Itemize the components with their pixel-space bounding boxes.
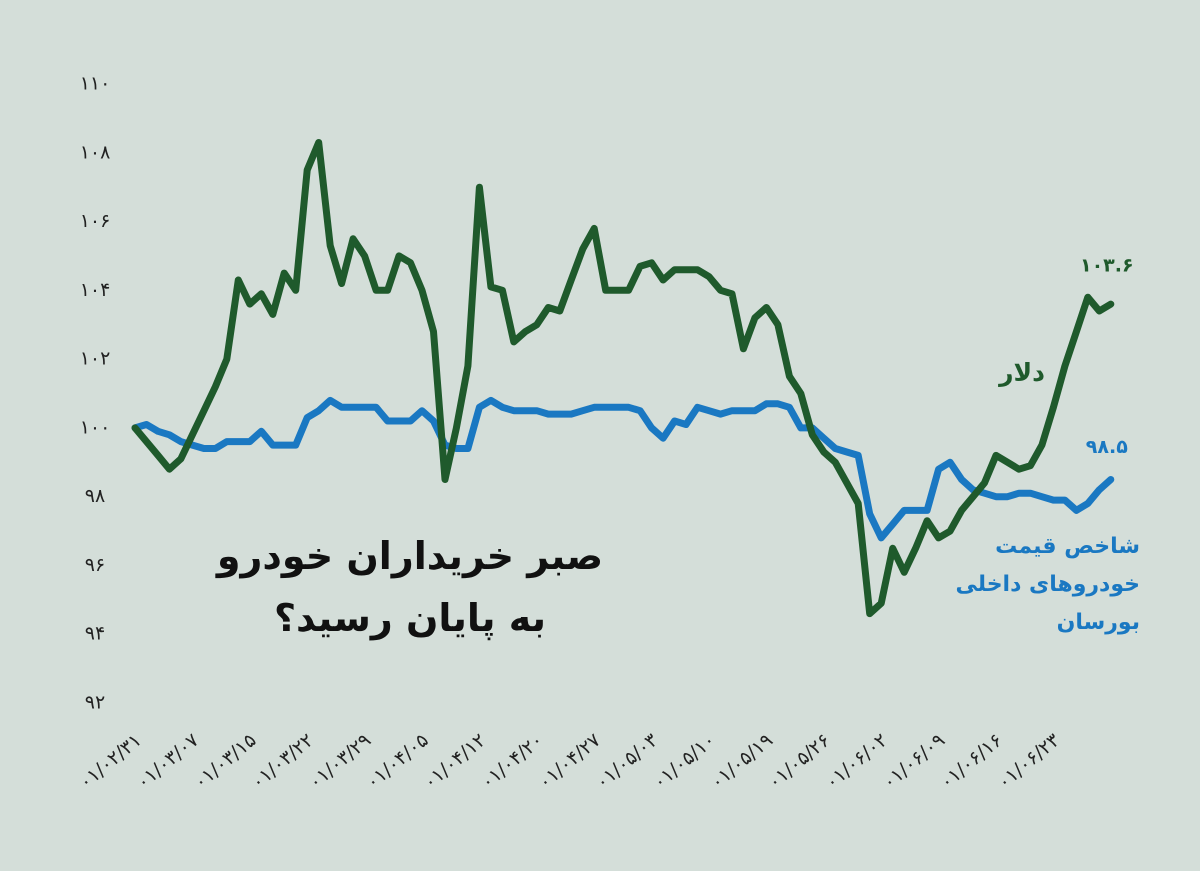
x-tick-label: ۰۱/۰۶/۰۹ <box>878 729 949 793</box>
x-tick-label: ۰۱/۰۶/۰۲ <box>821 729 892 793</box>
value-label: ۹۸.۵ <box>1086 436 1128 458</box>
line <box>131 139 1115 618</box>
value-label: ۱۰۳.۶ <box>1080 255 1134 277</box>
y-tick-label: ۱۱۰ <box>80 73 111 95</box>
y-tick-label: ۱۰۰ <box>80 416 111 438</box>
x-tick-label: ۰۱/۰۵/۲۶ <box>764 729 835 793</box>
y-tick-label: ۹۶ <box>85 554 105 576</box>
y-tick-label: ۹۸ <box>85 485 105 507</box>
x-tick-label: ۰۱/۰۵/۰۳ <box>591 729 662 793</box>
chart-title: صبر خریداران خودرو به پایان رسید؟ <box>216 534 604 640</box>
y-tick-label: ۱۰۴ <box>80 279 111 301</box>
y-tick-label: ۱۰۲ <box>80 348 111 370</box>
x-tick-label: ۰۱/۰۶/۱۶ <box>936 729 1007 793</box>
x-tick-label: ۰۱/۰۳/۲۲ <box>247 729 318 793</box>
x-tick-label: ۰۱/۰۵/۱۰ <box>649 729 720 793</box>
series-label: دلار <box>999 358 1045 387</box>
x-tick-label: ۰۱/۰۴/۲۷ <box>534 729 605 793</box>
y-tick-label: ۹۴ <box>85 623 105 645</box>
x-tick-label: ۰۱/۰۶/۲۳ <box>993 729 1064 793</box>
y-tick-label: ۱۰۶ <box>80 210 111 232</box>
x-tick-label: ۰۱/۰۳/۰۷ <box>132 729 203 793</box>
x-tick-label: ۰۱/۰۴/۱۲ <box>419 729 490 793</box>
x-tick-label: ۰۱/۰۳/۲۹ <box>304 729 375 793</box>
y-tick-label: ۹۲ <box>85 692 105 714</box>
x-tick-label: ۰۱/۰۲/۳۱ <box>75 729 146 793</box>
series-label: شاخص قیمت خودروهای داخلی بورسان <box>955 534 1140 635</box>
line <box>131 396 1115 542</box>
x-tick-label: ۰۱/۰۵/۱۹ <box>706 729 777 793</box>
x-tick-label: ۰۱/۰۳/۱۵ <box>190 729 261 793</box>
x-tick-label: ۰۱/۰۴/۰۵ <box>362 729 433 793</box>
y-tick-label: ۱۰۸ <box>80 141 111 163</box>
x-tick-label: ۰۱/۰۴/۲۰ <box>477 729 548 793</box>
